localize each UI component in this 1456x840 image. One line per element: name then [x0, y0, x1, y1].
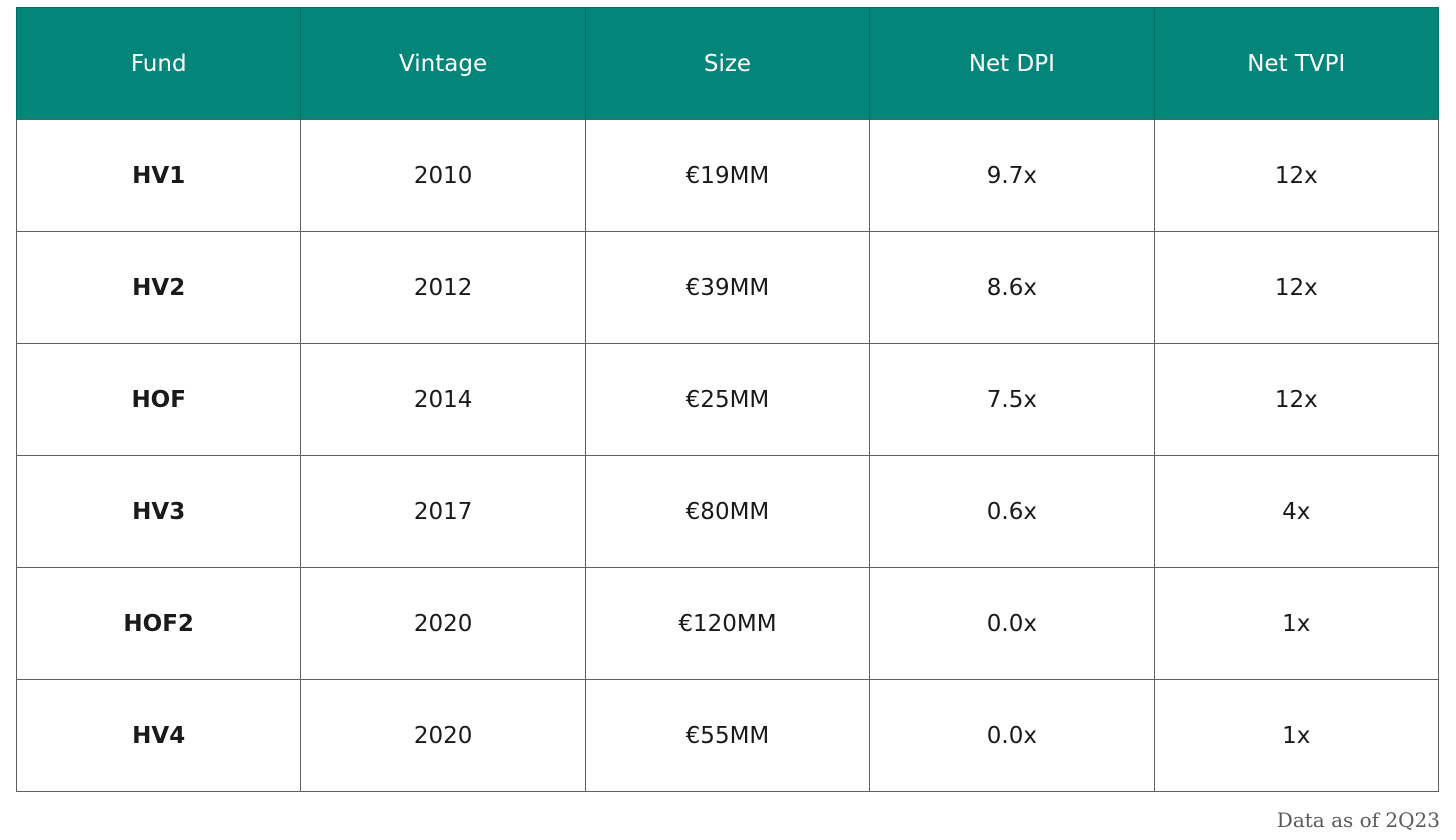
- vintage-cell: 2020: [300, 567, 586, 680]
- size-cell: €55MM: [584, 679, 871, 792]
- fund-cell: HV1: [15, 119, 302, 232]
- fund-performance-table: Fund Vintage Size Net DPI Net TVPI HV1 2…: [15, 7, 1440, 792]
- vintage-cell: 2012: [300, 231, 586, 344]
- vintage-cell: 2010: [300, 119, 586, 232]
- net-dpi-cell: 0.0x: [869, 567, 1155, 680]
- vintage-cell: 2014: [300, 343, 586, 456]
- size-cell: €80MM: [584, 455, 871, 568]
- net-dpi-cell: 0.6x: [869, 455, 1155, 568]
- fund-cell: HV2: [15, 231, 302, 344]
- net-tvpi-cell: 12x: [1153, 231, 1440, 344]
- vintage-cell: 2017: [300, 455, 586, 568]
- fund-cell: HOF: [15, 343, 302, 456]
- column-header-net-tvpi: Net TVPI: [1153, 7, 1440, 120]
- column-header-net-dpi: Net DPI: [869, 7, 1155, 120]
- net-dpi-cell: 0.0x: [869, 679, 1155, 792]
- table-row: HOF2 2020 €120MM 0.0x 1x: [15, 567, 1440, 680]
- net-tvpi-cell: 12x: [1153, 343, 1440, 456]
- column-header-vintage: Vintage: [300, 7, 586, 120]
- fund-cell: HV3: [15, 455, 302, 568]
- net-tvpi-cell: 1x: [1153, 679, 1440, 792]
- net-tvpi-cell: 1x: [1153, 567, 1440, 680]
- column-header-fund: Fund: [15, 7, 302, 120]
- fund-cell: HOF2: [15, 567, 302, 680]
- size-cell: €39MM: [584, 231, 871, 344]
- vintage-cell: 2020: [300, 679, 586, 792]
- size-cell: €19MM: [584, 119, 871, 232]
- table-row: HV4 2020 €55MM 0.0x 1x: [15, 679, 1440, 792]
- table-header-row: Fund Vintage Size Net DPI Net TVPI: [15, 7, 1440, 120]
- column-header-size: Size: [584, 7, 871, 120]
- net-tvpi-cell: 12x: [1153, 119, 1440, 232]
- table-row: HOF 2014 €25MM 7.5x 12x: [15, 343, 1440, 456]
- table-row: HV2 2012 €39MM 8.6x 12x: [15, 231, 1440, 344]
- table-row: HV3 2017 €80MM 0.6x 4x: [15, 455, 1440, 568]
- fund-cell: HV4: [15, 679, 302, 792]
- net-dpi-cell: 8.6x: [869, 231, 1155, 344]
- size-cell: €25MM: [584, 343, 871, 456]
- table-row: HV1 2010 €19MM 9.7x 12x: [15, 119, 1440, 232]
- net-tvpi-cell: 4x: [1153, 455, 1440, 568]
- size-cell: €120MM: [584, 567, 871, 680]
- data-date-footnote: Data as of 2Q23: [1276, 808, 1440, 832]
- net-dpi-cell: 7.5x: [869, 343, 1155, 456]
- net-dpi-cell: 9.7x: [869, 119, 1155, 232]
